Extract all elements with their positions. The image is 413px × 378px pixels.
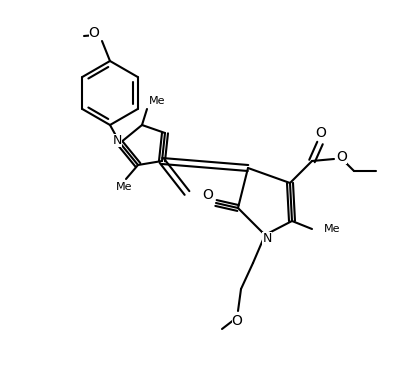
Text: O: O <box>231 314 242 328</box>
Text: Me: Me <box>116 182 132 192</box>
Text: O: O <box>88 26 99 40</box>
Text: N: N <box>262 231 271 245</box>
Text: N: N <box>112 133 121 147</box>
Text: O: O <box>202 188 213 202</box>
Text: O: O <box>315 126 325 140</box>
Text: Me: Me <box>323 224 339 234</box>
Text: O: O <box>336 150 347 164</box>
Text: Me: Me <box>149 96 165 106</box>
